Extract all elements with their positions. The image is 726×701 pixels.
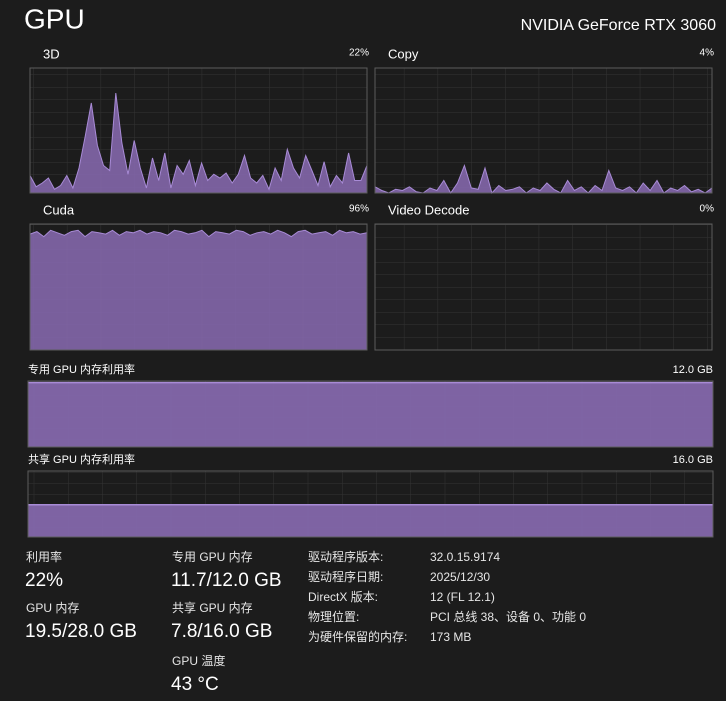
graph-border — [29, 67, 368, 194]
stat-value: 19.5/28.0 GB — [25, 621, 137, 642]
graph-percent: 0% — [700, 204, 715, 215]
usage-line — [29, 229, 368, 238]
graph-border — [29, 223, 368, 351]
memory-capacity: 12.0 GB — [673, 364, 713, 376]
stat-value: 7.8/16.0 GB — [171, 621, 272, 642]
usage-area — [30, 230, 367, 350]
memory-area — [28, 382, 713, 447]
page-title: GPU — [24, 3, 85, 34]
graph-border — [27, 380, 714, 448]
graph-border — [27, 470, 714, 538]
info-label: 驱动程序版本: — [308, 549, 383, 564]
graph-grid — [375, 224, 712, 350]
graph-grid — [375, 68, 712, 193]
usage-line — [374, 163, 713, 195]
usage-area — [375, 165, 712, 193]
usage-line — [29, 92, 368, 191]
stat-label: 共享 GPU 内存 — [172, 600, 253, 615]
info-label: DirectX 版本: — [308, 590, 378, 604]
stat-label: 利用率 — [26, 549, 62, 564]
graph-label: Copy — [388, 46, 419, 61]
graph-label: 3D — [43, 46, 60, 61]
graph-percent: 96% — [349, 204, 369, 215]
gpu-name: NVIDIA GeForce RTX 3060 — [521, 17, 716, 34]
memory-label: 共享 GPU 内存利用率 — [28, 452, 135, 466]
info-label: 驱动程序日期: — [308, 569, 383, 584]
stat-label: GPU 内存 — [26, 601, 79, 615]
memory-capacity: 16.0 GB — [673, 454, 713, 466]
graph-label: Cuda — [43, 202, 75, 217]
info-label: 为硬件保留的内存: — [308, 629, 407, 644]
memory-label: 专用 GPU 内存利用率 — [28, 362, 135, 376]
graph-border — [374, 223, 713, 351]
info-value: PCI 总线 38、设备 0、功能 0 — [430, 610, 586, 624]
graph-percent: 4% — [700, 48, 715, 59]
graph-percent: 22% — [349, 48, 369, 59]
info-label: 物理位置: — [308, 609, 359, 624]
stat-value: 11.7/12.0 GB — [171, 570, 282, 591]
graph-label: Video Decode — [388, 202, 469, 217]
stat-label: 专用 GPU 内存 — [172, 549, 253, 564]
graph-border — [374, 67, 713, 194]
info-value: 12 (FL 12.1) — [430, 590, 495, 604]
memory-area — [28, 504, 713, 537]
stat-value: 22% — [25, 570, 63, 591]
stat-label: GPU 温度 — [172, 653, 225, 668]
stat-value: 43 °C — [171, 674, 219, 695]
info-value: 2025/12/30 — [430, 570, 490, 584]
info-value: 173 MB — [430, 630, 471, 644]
info-value: 32.0.15.9174 — [430, 550, 500, 564]
